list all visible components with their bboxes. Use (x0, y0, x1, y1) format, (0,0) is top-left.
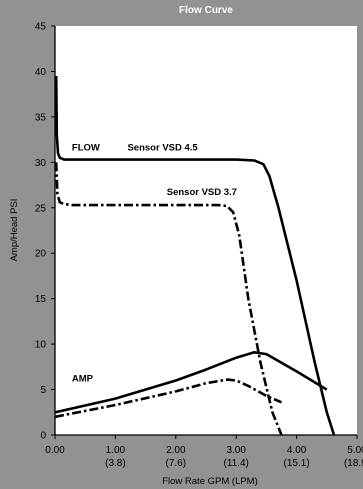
series-line-amp-4-5 (55, 350, 328, 414)
chart-title: Flow Curve (179, 5, 233, 16)
y-tick-label: 20 (35, 249, 47, 260)
y-tick-label: 15 (35, 294, 47, 305)
x-tick-label: 4.00 (287, 445, 307, 456)
x-tick-label: 0.00 (45, 445, 65, 456)
series-line-amp-3-7 (55, 378, 283, 419)
y-tick-label: 0 (40, 431, 46, 442)
y-axis-label: Amp/Head PSI (9, 199, 20, 262)
y-tick-label: 45 (35, 22, 47, 33)
annotation-label: Sensor VSD 4.5 (127, 143, 198, 154)
ticks-layer: 0 5 10 15 20 25 30 35 40 45 0.00 1.00 (3.8) 2.00 (7.6)… (35, 22, 363, 470)
y-tick-label: 35 (35, 112, 47, 123)
x-tick-label: 2.00 (166, 445, 186, 456)
x-tick-sublabel: (15.1) (284, 458, 310, 469)
series-line-sensor-vsd-3-7 (55, 162, 283, 435)
x-tick-sublabel: (11.4) (224, 458, 249, 469)
y-tick-label: 30 (35, 158, 47, 169)
x-tick-sublabel: (3.8) (105, 458, 126, 469)
series-layer (55, 75, 336, 435)
annotation-label: Sensor VSD 3.7 (167, 187, 237, 198)
y-tick-label: 10 (35, 340, 47, 351)
x-tick-label: 3.00 (226, 445, 246, 456)
plot-background (55, 26, 357, 435)
y-tick-label: 25 (35, 203, 47, 214)
y-tick-label: 5 (40, 385, 46, 396)
y-tick-label: 40 (35, 67, 47, 78)
x-axis-label: Flow Rate GPM (LPM) (162, 476, 258, 487)
x-tick-sublabel: (7.6) (166, 458, 187, 469)
series-line-sensor-vsd-4-5 (55, 75, 336, 435)
x-tick-label: 1.00 (106, 445, 126, 456)
x-tick-sublabel: (18.9) (344, 458, 363, 469)
x-tick-label: 5.00 (347, 445, 363, 456)
annotation-label: AMP (72, 373, 94, 384)
annotation-layer: FLOW Sensor VSD 4.5 Sensor VSD 3.7 AMP (72, 143, 237, 385)
annotation-label: FLOW (72, 143, 100, 154)
